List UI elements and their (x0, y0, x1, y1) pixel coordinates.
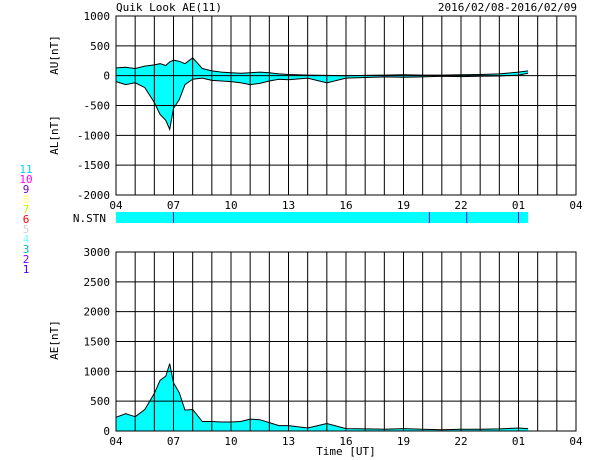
x-tick-label: 07 (167, 199, 180, 212)
nstn-label: N.STN (73, 212, 106, 225)
plot-frame (115, 251, 577, 432)
nstn-bar (116, 212, 529, 223)
y-tick-label: -2000 (77, 189, 110, 202)
x-tick-label: 04 (569, 199, 583, 212)
x-tick-label: 16 (339, 435, 352, 448)
y-tick-label: 1000 (84, 365, 111, 378)
x-tick-label: 01 (512, 199, 525, 212)
x-tick-label: 10 (224, 435, 237, 448)
x-tick-label: 04 (109, 435, 123, 448)
y-tick-label: 1500 (84, 336, 111, 349)
x-tick-label: 19 (397, 435, 410, 448)
ae-fill-area (116, 363, 529, 431)
nstn-panel (116, 212, 529, 223)
y-tick-label: -1000 (77, 129, 110, 142)
y-tick-label: 1000 (84, 10, 111, 23)
x-tick-label: 10 (224, 199, 237, 212)
x-axis-label: Time [UT] (316, 445, 376, 458)
y-tick-label: 3000 (84, 246, 111, 259)
station-legend-item: 8 (23, 193, 30, 206)
au-al-fill-area (116, 57, 529, 130)
station-legend-item: 11 (19, 163, 32, 176)
x-tick-label: 19 (397, 199, 410, 212)
al-axis-label: AL[nT] (48, 115, 61, 155)
station-legend-item: 10 (19, 173, 32, 186)
y-tick-label: -1500 (77, 159, 110, 172)
station-legend-item: 5 (23, 223, 30, 236)
x-tick-label: 07 (167, 435, 180, 448)
station-legend-item: 3 (23, 243, 30, 256)
station-legend-item: 2 (23, 253, 30, 266)
ae-axis-label: AE[nT] (48, 320, 61, 360)
station-legend-item: 9 (23, 183, 30, 196)
x-tick-label: 13 (282, 199, 295, 212)
au-axis-label: AU[nT] (48, 35, 61, 75)
y-tick-label: 500 (90, 40, 110, 53)
y-tick-label: 500 (90, 395, 110, 408)
station-legend-item: 7 (23, 203, 30, 216)
y-tick-label: 2000 (84, 306, 111, 319)
y-tick-label: 0 (103, 70, 110, 83)
plot-frame (115, 15, 577, 196)
station-legend-item: 6 (23, 213, 30, 226)
x-tick-label: 22 (454, 199, 467, 212)
y-tick-label: 0 (103, 425, 110, 438)
chart-title: Quik Look AE(11) (116, 1, 222, 14)
x-tick-label: 01 (512, 435, 525, 448)
x-tick-label: 13 (282, 435, 295, 448)
x-tick-label: 04 (569, 435, 583, 448)
x-tick-label: 04 (109, 199, 123, 212)
date-range: 2016/02/08-2016/02/09 (438, 1, 577, 14)
station-legend-item: 4 (23, 233, 30, 246)
x-tick-label: 16 (339, 199, 352, 212)
y-tick-label: -500 (84, 100, 111, 113)
station-legend-item: 1 (23, 263, 30, 276)
x-tick-label: 22 (454, 435, 467, 448)
y-tick-label: 2500 (84, 276, 111, 289)
